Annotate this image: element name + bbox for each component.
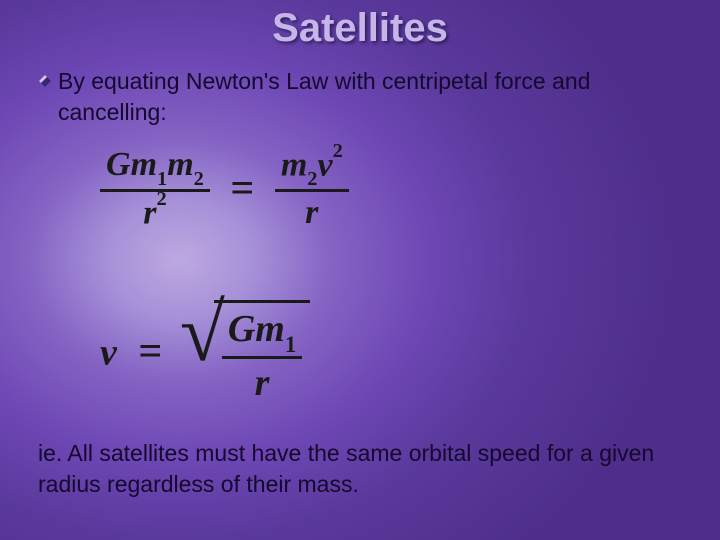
- eq2-G: G: [228, 308, 255, 350]
- slide: Satellites By equating Newton's Law with…: [0, 0, 720, 540]
- radical-icon: √: [180, 292, 225, 374]
- eq2-m: m: [255, 308, 285, 350]
- eq2-sub: 1: [285, 332, 296, 357]
- eq1-sub1: 1: [157, 168, 167, 190]
- eq1-rhs-m: m: [281, 146, 307, 183]
- equation-2: v = √ Gm1 r: [100, 300, 310, 405]
- slide-title: Satellites: [0, 6, 720, 51]
- eq2-r: r: [255, 362, 270, 404]
- eq1-sub2: 2: [194, 168, 204, 190]
- eq1-m2: m: [167, 146, 193, 183]
- eq1-rhs-r: r: [305, 194, 318, 231]
- eq1-r-exp: 2: [156, 188, 166, 210]
- conclusion-text: ie. All satellites must have the same or…: [38, 438, 680, 500]
- eq1-rhs-exp: 2: [333, 140, 343, 162]
- eq2-equals: =: [126, 328, 174, 376]
- eq1-r: r: [143, 194, 156, 231]
- eq1-m1: m: [131, 146, 157, 183]
- equation-1: Gm1m2 r2 = m2v2 r: [100, 146, 349, 232]
- eq2-v: v: [100, 331, 117, 373]
- eq1-G: G: [106, 146, 131, 183]
- eq1-rhs-v: v: [317, 146, 332, 183]
- eq1-rhs-sub: 2: [307, 168, 317, 190]
- bullet-icon: [38, 74, 52, 88]
- eq1-equals: =: [218, 165, 266, 213]
- bullet-text: By equating Newton's Law with centripeta…: [58, 66, 680, 128]
